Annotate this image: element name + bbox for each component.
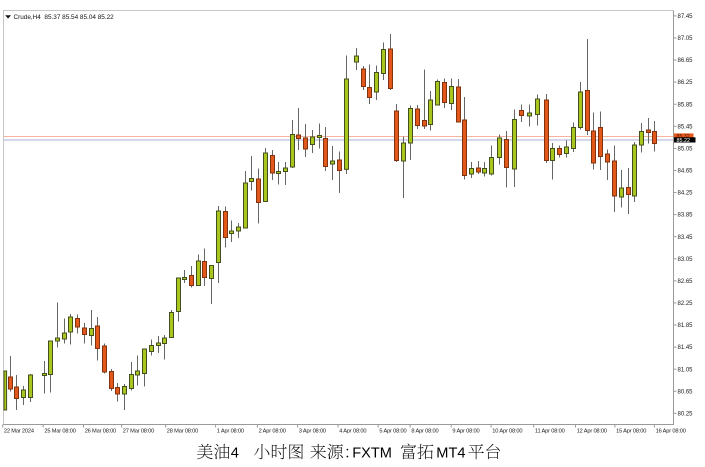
svg-text:15 Apr 08:00: 15 Apr 08:00 <box>616 428 646 434</box>
svg-text:3 Apr 08:00: 3 Apr 08:00 <box>299 428 326 434</box>
svg-text:28 Mar 08:00: 28 Mar 08:00 <box>167 428 198 434</box>
svg-text:82.65: 82.65 <box>678 279 694 285</box>
svg-text:25 Mar 08:00: 25 Mar 08:00 <box>44 428 75 434</box>
svg-text:11 Apr 08:00: 11 Apr 08:00 <box>535 428 565 434</box>
svg-text:83.05: 83.05 <box>678 257 694 263</box>
svg-text:5 Apr 08:00: 5 Apr 08:00 <box>379 428 406 434</box>
svg-text:80.25: 80.25 <box>678 411 694 417</box>
svg-text:81.85: 81.85 <box>678 323 694 329</box>
svg-text:81.05: 81.05 <box>678 367 694 373</box>
svg-text:85.85: 85.85 <box>678 102 694 108</box>
svg-text:86.25: 86.25 <box>678 80 694 86</box>
svg-text:22 Mar 2024: 22 Mar 2024 <box>4 428 34 434</box>
svg-text:26 Mar 08:00: 26 Mar 08:00 <box>85 428 116 434</box>
svg-text:85.05: 85.05 <box>678 146 694 152</box>
svg-text:87.05: 87.05 <box>678 36 694 42</box>
svg-text:86.65: 86.65 <box>678 58 694 64</box>
svg-text:85.22: 85.22 <box>677 138 691 144</box>
svg-text:Crude,H4 85.37 85.54 85.04 85: Crude,H4 85.37 85.54 85.04 85.22 <box>14 14 115 21</box>
svg-text:85.32: 85.32 <box>677 134 690 140</box>
svg-text:83.85: 83.85 <box>678 213 694 219</box>
svg-text:80.65: 80.65 <box>678 389 694 395</box>
svg-text:27 Mar 08:00: 27 Mar 08:00 <box>123 428 154 434</box>
svg-text:16 Apr 08:00: 16 Apr 08:00 <box>656 428 686 434</box>
svg-text:83.45: 83.45 <box>678 235 694 241</box>
svg-text:2 Apr 08:00: 2 Apr 08:00 <box>259 428 286 434</box>
svg-text:81.45: 81.45 <box>678 345 694 351</box>
svg-text:84.65: 84.65 <box>678 169 694 175</box>
svg-text:87.45: 87.45 <box>678 14 694 20</box>
svg-text:12 Apr 08:00: 12 Apr 08:00 <box>577 428 607 434</box>
svg-text:9 Apr 08:00: 9 Apr 08:00 <box>452 428 479 434</box>
svg-text:10 Apr 08:00: 10 Apr 08:00 <box>492 428 522 434</box>
svg-text:4 Apr 08:00: 4 Apr 08:00 <box>339 428 366 434</box>
svg-text:MT4: MT4 <box>436 445 465 461</box>
svg-text:85.45: 85.45 <box>678 124 694 130</box>
svg-text:8 Apr 08:00: 8 Apr 08:00 <box>411 428 438 434</box>
svg-text:82.25: 82.25 <box>678 301 694 307</box>
svg-text:FXTM: FXTM <box>352 445 392 461</box>
svg-text:4: 4 <box>231 445 239 461</box>
svg-text:1 Apr 08:00: 1 Apr 08:00 <box>217 428 244 434</box>
svg-text:84.25: 84.25 <box>678 191 694 197</box>
